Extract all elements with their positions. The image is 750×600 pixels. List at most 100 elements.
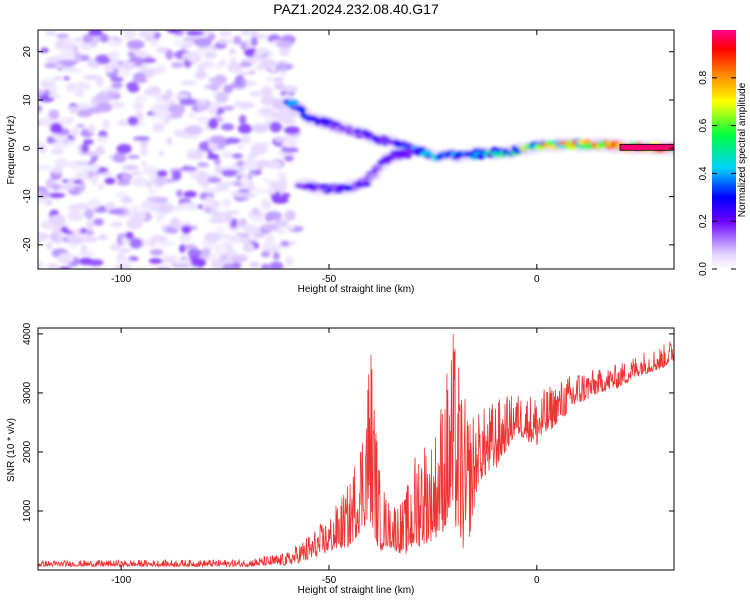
noise-cell xyxy=(281,138,299,148)
noise-cell xyxy=(167,30,181,34)
noise-cell xyxy=(38,165,52,170)
noise-cell xyxy=(280,240,290,247)
noise-cell xyxy=(60,66,78,73)
noise-cell xyxy=(269,121,282,133)
snr-axes: -100 -50 0 1000 2000 3000 4000 xyxy=(22,322,674,586)
noise-cell xyxy=(249,91,261,97)
noise-cell xyxy=(132,176,148,187)
noise-cell xyxy=(116,143,132,154)
noise-cell xyxy=(129,237,143,249)
noise-cell xyxy=(284,155,293,161)
noise-cell xyxy=(204,232,220,242)
noise-cell xyxy=(237,71,251,76)
noise-cell xyxy=(56,33,69,39)
noise-cell xyxy=(154,196,169,203)
y-tick-label: 10 xyxy=(22,94,33,106)
noise-cell xyxy=(50,233,58,243)
noise-cell xyxy=(223,84,234,94)
noise-cell xyxy=(62,49,76,59)
noise-cell xyxy=(229,48,236,55)
noise-cell xyxy=(87,124,96,133)
figure-title: PAZ1.2024.232.08.40.G17 xyxy=(273,1,439,17)
snr-panel: -100 -50 0 1000 2000 3000 4000 Height of strai… xyxy=(6,322,675,596)
x-tick-label: 0 xyxy=(534,575,540,586)
y-tick-label: 2000 xyxy=(22,440,33,463)
noise-cell xyxy=(38,232,46,243)
noise-cell xyxy=(194,71,208,80)
noise-cell xyxy=(126,39,145,50)
ridge-cell xyxy=(324,188,334,193)
noise-cell xyxy=(79,181,86,192)
noise-cell xyxy=(93,218,104,226)
noise-cell xyxy=(249,172,256,177)
noise-cell xyxy=(240,134,252,145)
spectrogram-ylabel: Frequency (Hz) xyxy=(6,116,17,185)
noise-cell xyxy=(54,158,70,169)
noise-cell xyxy=(260,199,272,210)
noise-cell xyxy=(97,183,105,190)
noise-cell xyxy=(63,76,70,81)
noise-cell xyxy=(227,62,243,73)
noise-cell xyxy=(268,180,282,187)
noise-cell xyxy=(273,219,289,228)
noise-cell xyxy=(130,171,143,176)
noise-cell xyxy=(50,122,63,134)
noise-cell xyxy=(222,197,232,208)
spectrogram-xlabel: Height of straight line (km) xyxy=(298,284,415,295)
noise-cell xyxy=(146,181,153,189)
noise-cell xyxy=(278,177,287,185)
noise-cell xyxy=(272,251,280,261)
noise-cell xyxy=(48,93,62,98)
noise-cell xyxy=(221,105,235,111)
colorbar-tick-label: 0.0 xyxy=(698,262,709,276)
noise-cell xyxy=(277,61,287,71)
noise-cell xyxy=(256,160,271,168)
noise-cell xyxy=(154,176,167,187)
ridge-cell xyxy=(366,177,374,182)
noise-cell xyxy=(42,78,56,83)
noise-cell xyxy=(231,153,243,159)
noise-cell xyxy=(96,136,109,144)
noise-cell xyxy=(166,137,173,146)
noise-cell xyxy=(45,199,53,206)
noise-cell xyxy=(221,264,233,269)
noise-cell xyxy=(249,261,260,268)
noise-cell xyxy=(44,63,58,69)
y-tick-label: -10 xyxy=(22,189,33,204)
noise-cell xyxy=(134,95,147,102)
x-tick-label: -100 xyxy=(111,575,131,586)
colorbar-ticks: 0.0 0.2 0.4 0.6 0.8 xyxy=(698,70,736,276)
noise-cell xyxy=(60,60,78,66)
noise-cell xyxy=(201,247,211,254)
noise-cell xyxy=(143,88,161,96)
noise-cell xyxy=(57,252,75,264)
noise-cell xyxy=(275,228,286,234)
noise-cell xyxy=(74,88,85,98)
noise-cell xyxy=(66,234,79,243)
noise-cell xyxy=(173,258,192,265)
noise-cell xyxy=(155,211,166,220)
noise-cell xyxy=(158,150,165,157)
colorbar-tick-label: 0.6 xyxy=(698,118,709,132)
noise-cell xyxy=(79,41,93,51)
noise-cell xyxy=(87,198,101,210)
noise-cell xyxy=(242,242,255,253)
colorbar-tick-label: 0.4 xyxy=(698,166,709,180)
noise-cell xyxy=(116,259,133,265)
noise-cell xyxy=(158,241,176,247)
noise-cell xyxy=(260,263,271,269)
noise-cell xyxy=(45,31,56,36)
noise-cell xyxy=(197,175,211,187)
noise-cell xyxy=(104,177,116,185)
noise-cell xyxy=(83,139,94,145)
noise-cell xyxy=(51,183,61,191)
noise-cell xyxy=(68,105,79,112)
noise-cell xyxy=(281,147,299,153)
noise-cell xyxy=(289,240,296,245)
noise-cell xyxy=(240,41,248,51)
noise-cell xyxy=(208,253,221,261)
noise-cell xyxy=(167,104,181,113)
ridge-cell xyxy=(361,181,371,188)
x-tick-label: -100 xyxy=(111,274,131,285)
